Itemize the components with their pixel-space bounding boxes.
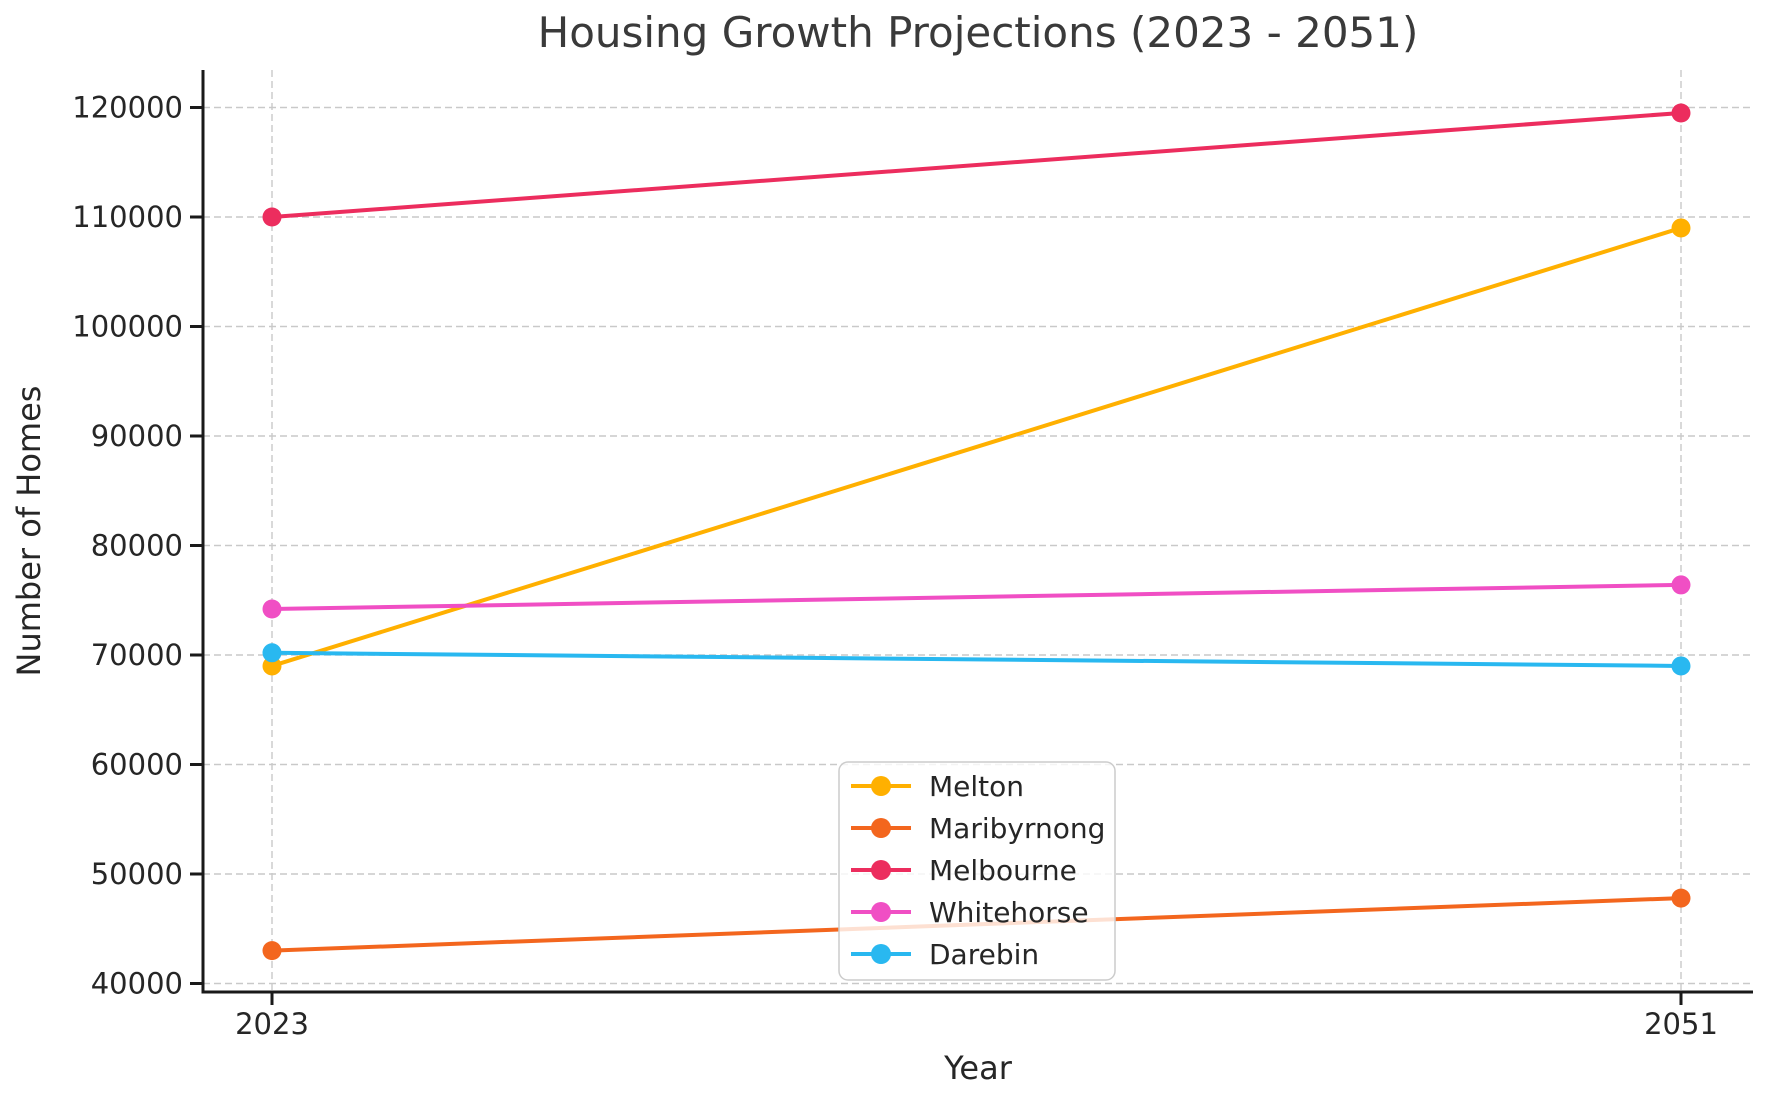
legend-marker-dot-melton [871, 776, 891, 796]
data-point-darebin-2051 [1671, 656, 1691, 676]
legend-marker-dot-whitehorse [871, 902, 891, 922]
y-tick-label: 120000 [72, 91, 183, 125]
data-point-whitehorse-2023 [262, 599, 282, 619]
y-tick-label: 90000 [91, 419, 183, 453]
data-point-melbourne-2023 [262, 207, 282, 227]
legend-label-maribyrnong: Maribyrnong [929, 812, 1105, 845]
data-point-whitehorse-2051 [1671, 575, 1691, 595]
data-point-melton-2051 [1671, 218, 1691, 238]
series-line-melbourne [271, 110, 1682, 219]
legend-label-melton: Melton [929, 770, 1024, 803]
y-tick-label: 60000 [91, 748, 183, 782]
data-point-darebin-2023 [262, 643, 282, 663]
legend-item-maribyrnong: Maribyrnong [851, 812, 1105, 845]
legend-label-whitehorse: Whitehorse [929, 896, 1089, 929]
legend: Melton Maribyrnong Melbourne Whitehorse Dare… [838, 761, 1116, 981]
legend-item-melbourne: Melbourne [851, 854, 1077, 887]
series-line-whitehorse [271, 582, 1682, 612]
y-tick-label: 110000 [72, 200, 183, 234]
y-tick-label: 40000 [91, 967, 183, 1001]
y-tick-label: 100000 [72, 310, 183, 344]
legend-label-darebin: Darebin [929, 938, 1039, 971]
legend-marker-dot-maribyrnong [871, 818, 891, 838]
series-line-melton [271, 226, 1682, 668]
y-tick-label: 80000 [91, 529, 183, 563]
legend-label-melbourne: Melbourne [929, 854, 1077, 887]
y-tick-label: 70000 [91, 638, 183, 672]
x-axis-label: Year [943, 1049, 1013, 1087]
x-tick-label: 2051 [1644, 1007, 1718, 1041]
legend-box [838, 761, 1116, 981]
data-point-melbourne-2051 [1671, 103, 1691, 123]
data-point-maribyrnong-2051 [1671, 888, 1691, 908]
data-point-melton-2023 [262, 656, 282, 676]
legend-item-darebin: Darebin [851, 938, 1039, 971]
data-point-maribyrnong-2023 [262, 941, 282, 961]
legend-item-melton: Melton [851, 770, 1024, 803]
x-tick-label: 2023 [235, 1007, 309, 1041]
y-tick-label: 50000 [91, 857, 183, 891]
legend-marker-dot-darebin [871, 944, 891, 964]
y-axis-label: Number of Homes [10, 386, 48, 677]
chart-title: Housing Growth Projections (2023 - 2051) [537, 8, 1419, 57]
legend-item-whitehorse: Whitehorse [851, 896, 1089, 929]
legend-marker-dot-melbourne [871, 860, 891, 880]
series-line-darebin [271, 650, 1682, 668]
